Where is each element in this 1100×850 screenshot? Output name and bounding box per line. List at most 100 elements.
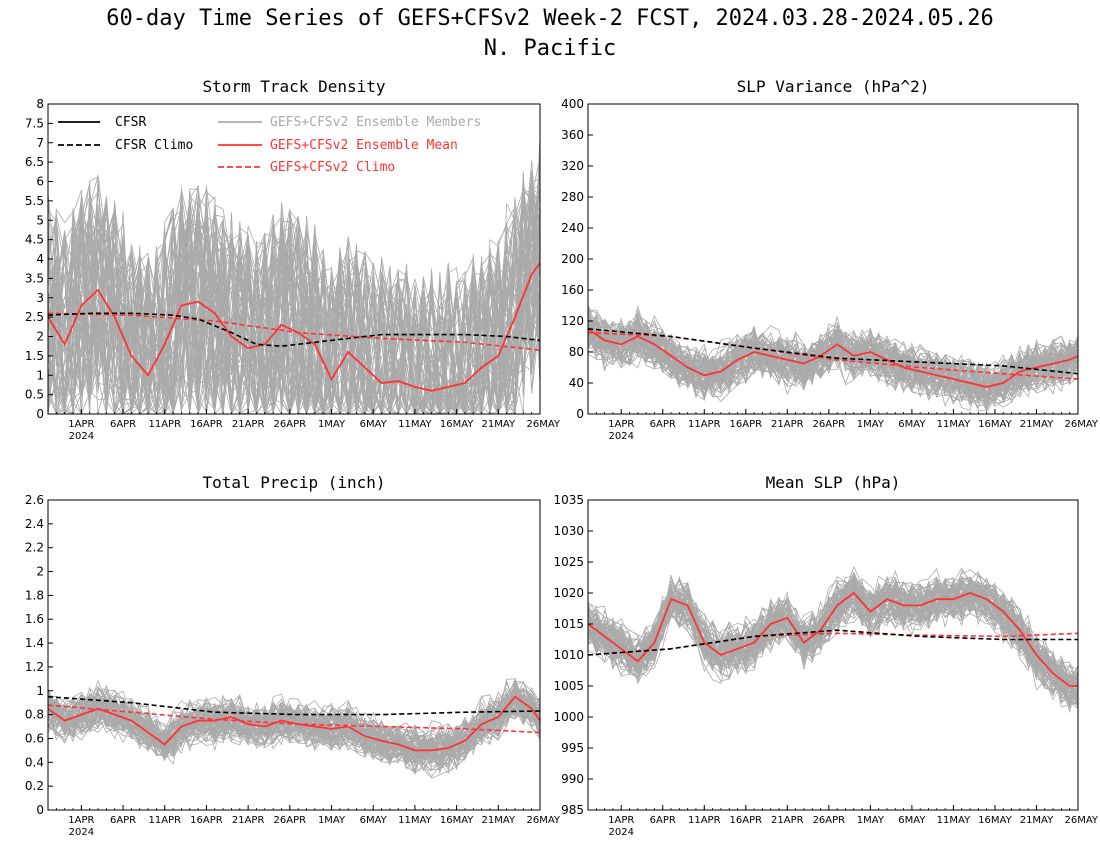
y-tick-label: 1005 [553, 679, 584, 693]
y-tick-label: 400 [561, 97, 584, 111]
y-tick-label: 1015 [553, 617, 584, 631]
y-tick-label: 8 [36, 97, 44, 111]
ensemble-member-line [587, 324, 1079, 397]
y-tick-label: 6 [36, 175, 44, 189]
x-tick-label: 26APR [813, 419, 846, 430]
y-tick-label: 0 [36, 407, 44, 421]
cfsr-climo-line [587, 629, 1078, 656]
x-tick-label: 16MAY [440, 815, 474, 826]
ensemble-member-line [587, 319, 1079, 401]
main-title: 60-day Time Series of GEFS+CFSv2 Week-2 … [106, 6, 994, 31]
y-tick-label: 0.8 [25, 708, 44, 722]
y-tick-label: 1 [36, 368, 44, 382]
x-tick-label: 11APR [688, 815, 721, 826]
x-tick-label: 16APR [730, 815, 763, 826]
y-tick-label: 80 [569, 345, 584, 359]
y-tick-label: 200 [561, 252, 584, 266]
legend: CFSR CFSR Climo GEFS+CFSv2 Ensemble Member… [58, 115, 481, 175]
y-tick-label: 4 [36, 252, 44, 266]
x-tick-label: 26APR [813, 815, 846, 826]
legend-label: GEFS+CFSv2 Ensemble Members [270, 115, 481, 130]
ensemble-member-line [587, 320, 1079, 392]
y-tick-label: 0.5 [25, 388, 44, 402]
y-tick-label: 0 [36, 803, 44, 817]
x-tick-label: 21APR [771, 419, 804, 430]
x-tick-label: 1MAY [857, 815, 885, 826]
y-tick-label: 1030 [553, 524, 584, 538]
x-tick-label: 1APR [68, 419, 94, 430]
ensemble-member-line [47, 687, 541, 772]
x-year-label: 2024 [608, 827, 633, 838]
x-tick-label: 11APR [688, 419, 721, 430]
x-tick-label: 16MAY [978, 815, 1012, 826]
y-tick-label: 7 [36, 136, 44, 150]
y-tick-label: 985 [561, 803, 584, 817]
y-tick-label: 0.4 [25, 755, 44, 769]
y-tick-label: 1.4 [25, 636, 44, 650]
panel-4: Mean SLP (hPa) 985 990 995 1000 1005 1010 1015 1… [553, 473, 1098, 838]
x-tick-label: 1APR [68, 815, 94, 826]
x-tick-label: 6APR [110, 815, 136, 826]
y-tick-label: 120 [561, 314, 584, 328]
y-tick-label: 2.5 [25, 310, 44, 324]
legend-label: GEFS+CFSv2 Climo [270, 160, 395, 175]
y-tick-label: 1035 [553, 493, 584, 507]
ensemble-member-line [47, 136, 541, 415]
x-tick-label: 21APR [771, 815, 804, 826]
y-tick-label: 360 [561, 128, 584, 142]
x-tick-label: 6APR [110, 419, 136, 430]
x-tick-label: 11MAY [398, 815, 432, 826]
cfsr-climo-line [47, 695, 541, 716]
x-year-label: 2024 [608, 431, 633, 442]
x-tick-label: 26MAY [1064, 419, 1098, 430]
plot-frame [587, 499, 1079, 811]
panel-1: Storm Track Density 0 0.5 1 1.5 2 2.5 3 3.5 4 4.5 5… [25, 77, 561, 442]
y-tick-label: 5.5 [25, 194, 44, 208]
y-tick-label: 2.4 [25, 517, 44, 531]
cfsr-climo-line [587, 328, 1079, 375]
y-tick-label: 280 [561, 190, 584, 204]
x-tick-label: 21MAY [482, 815, 516, 826]
y-tick-label: 1.2 [25, 660, 44, 674]
cfsr-climo-line [47, 312, 541, 348]
ensemble-member-line [587, 583, 1079, 697]
legend-label: CFSR Climo [115, 138, 193, 153]
main-subtitle: N. Pacific [483, 36, 617, 61]
y-tick-label: 995 [561, 741, 584, 755]
ensemble-member-line [587, 579, 1079, 693]
x-year-label: 2024 [69, 827, 94, 838]
x-tick-label: 16APR [190, 815, 223, 826]
x-tick-label: 26MAY [526, 815, 560, 826]
x-tick-label: 16APR [730, 419, 763, 430]
x-year-label: 2024 [69, 431, 94, 442]
x-tick-label: 6MAY [898, 815, 926, 826]
ensemble-member-line [587, 579, 1079, 706]
x-tick-label: 11APR [148, 815, 181, 826]
x-tick-label: 21MAY [1020, 419, 1054, 430]
x-tick-label: 11APR [148, 419, 181, 430]
y-tick-label: 1020 [553, 586, 584, 600]
gefs-cfsv2-ensemble-mean-line [587, 328, 1079, 388]
ensemble-member-line [47, 177, 541, 416]
y-tick-label: 1.5 [25, 349, 44, 363]
y-tick-label: 2 [36, 330, 44, 344]
y-tick-label: 3 [36, 291, 44, 305]
ensemble-member-line [587, 314, 1079, 389]
y-tick-label: 3.5 [25, 271, 44, 285]
x-tick-label: 21MAY [1020, 815, 1054, 826]
y-tick-label: 160 [561, 283, 584, 297]
x-tick-label: 26MAY [1064, 815, 1098, 826]
x-tick-label: 1APR [608, 815, 634, 826]
legend-label: GEFS+CFSv2 Ensemble Mean [270, 138, 458, 153]
x-tick-label: 21MAY [482, 419, 516, 430]
x-tick-label: 1MAY [318, 815, 346, 826]
y-tick-label: 1010 [553, 648, 584, 662]
ensemble-member-line [47, 206, 541, 415]
ensemble-member-line [587, 321, 1079, 404]
y-tick-label: 6.5 [25, 155, 44, 169]
ensemble-member-line [47, 691, 541, 766]
x-tick-label: 16MAY [440, 419, 474, 430]
ensemble-member-line [587, 578, 1079, 687]
